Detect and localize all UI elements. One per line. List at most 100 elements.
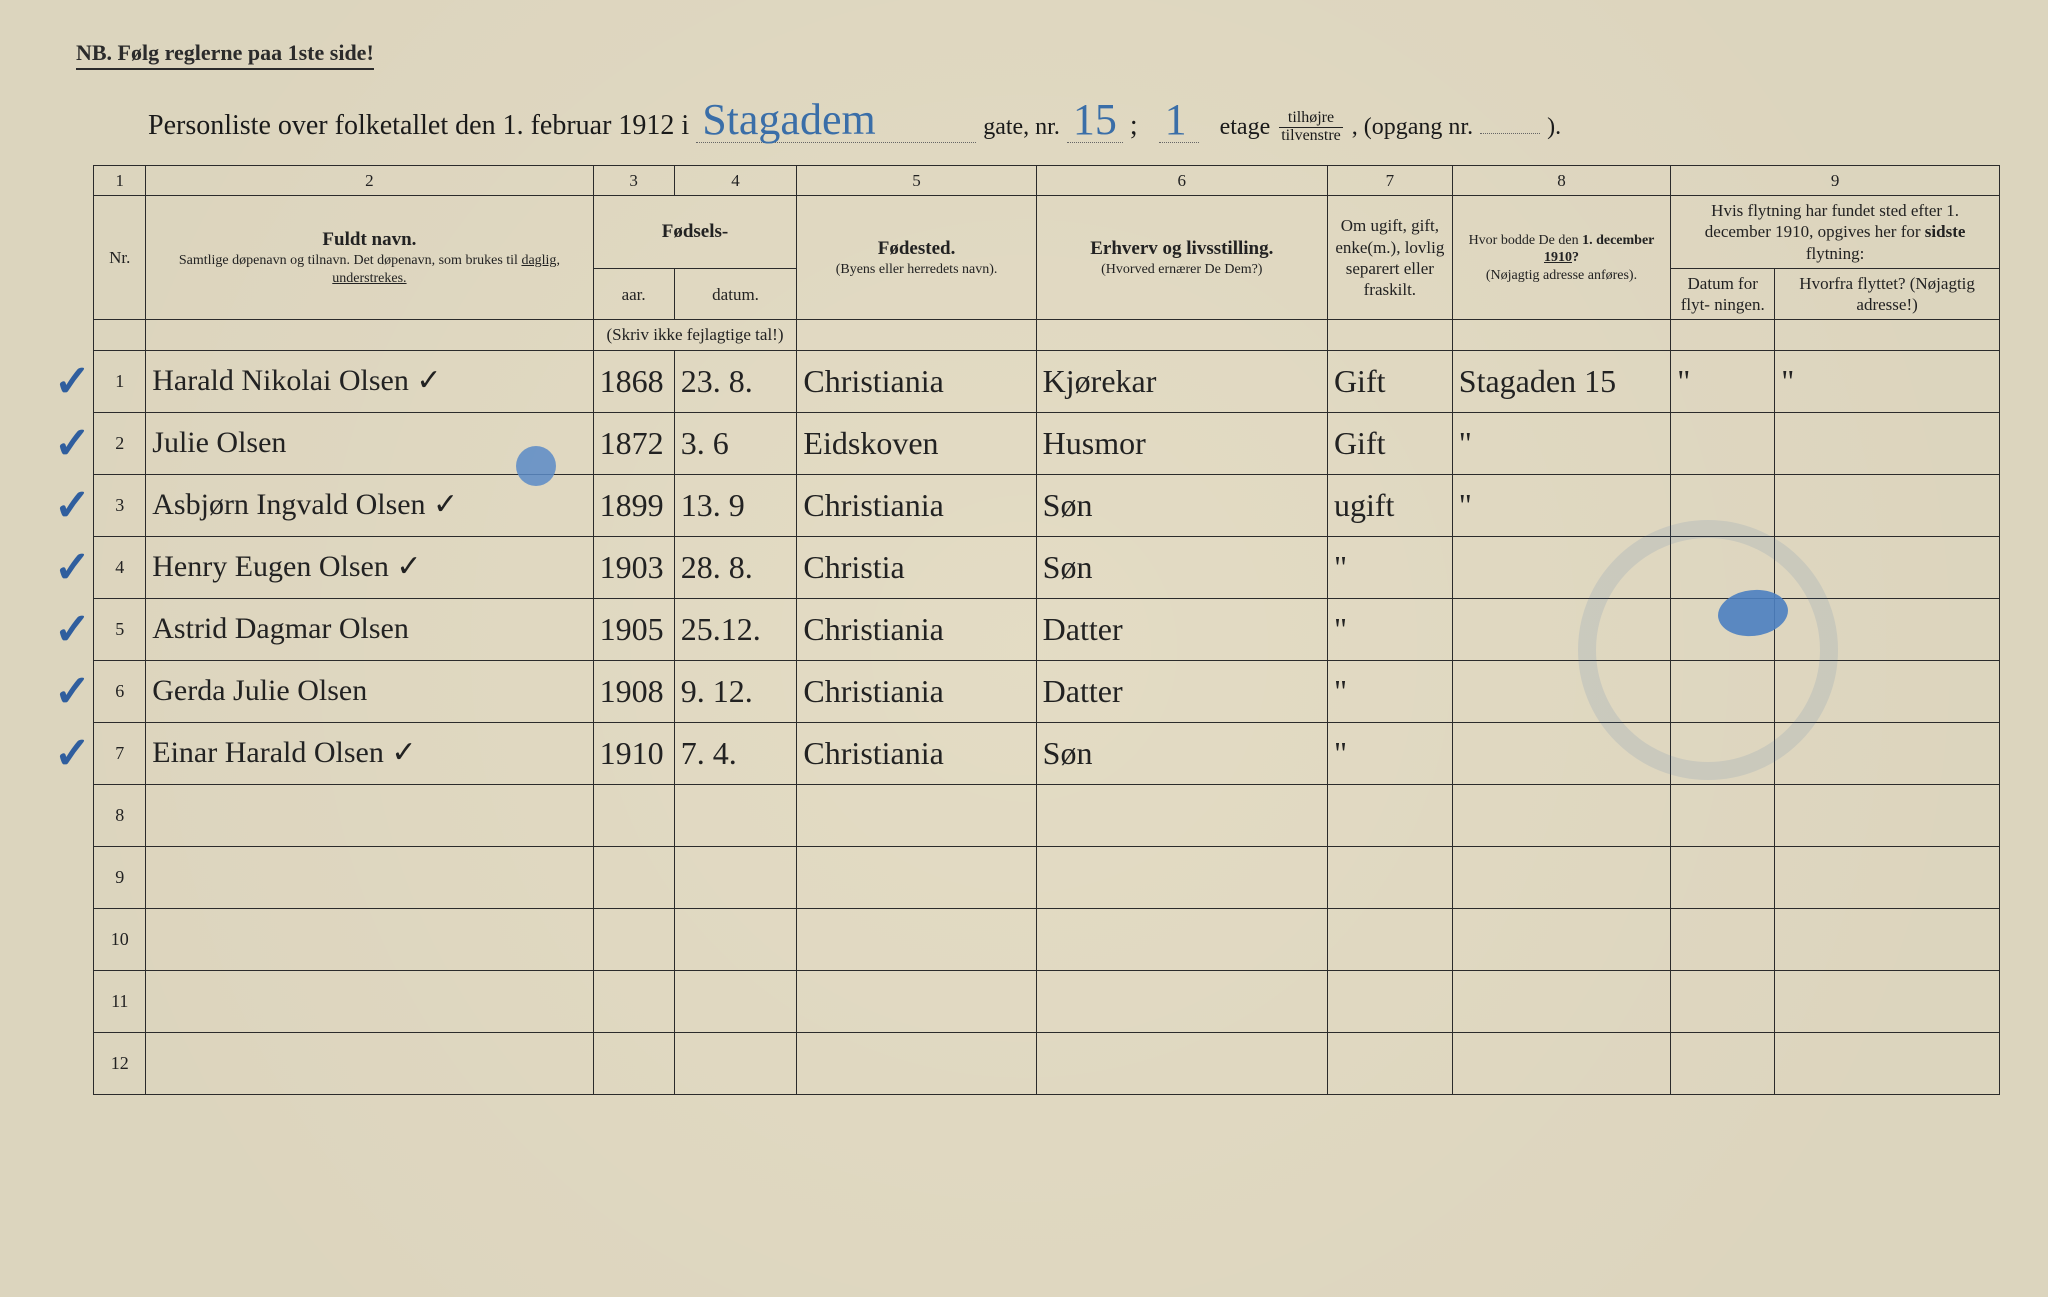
cell-addr: " — [1452, 474, 1670, 536]
cell-place: Christiania — [797, 598, 1036, 660]
cell-name — [146, 908, 593, 970]
cell-move-from — [1775, 784, 2000, 846]
table-row: 9 — [48, 846, 2000, 908]
row-check: ✓ — [48, 660, 94, 722]
cell-move-date — [1671, 536, 1775, 598]
cell-civil: " — [1327, 598, 1452, 660]
cell-move-date — [1671, 846, 1775, 908]
cell-move-date — [1671, 1032, 1775, 1094]
etage-hand: 1 — [1159, 98, 1199, 143]
cell-date: 25.12. — [674, 598, 797, 660]
row-number: 10 — [94, 908, 146, 970]
cell-date: 13. 9 — [674, 474, 797, 536]
table-header: 1 2 3 4 5 6 7 8 9 Nr. Fuldt navn. Samtli… — [48, 165, 2000, 350]
cell-year — [593, 784, 674, 846]
cell-name: Henry Eugen Olsen ✓ — [146, 536, 593, 598]
row-number: 2 — [94, 412, 146, 474]
hdr-move-group: Hvis flytning har fundet sted efter 1. d… — [1671, 196, 2000, 269]
title-prefix: Personliste over folketallet den 1. febr… — [148, 110, 689, 141]
cell-date — [674, 846, 797, 908]
hdr-name-main: Fuldt navn. — [152, 228, 586, 252]
hdr-name-sub: Samtlige døpenavn og tilnavn. Det døpena… — [152, 252, 586, 287]
census-table: 1 2 3 4 5 6 7 8 9 Nr. Fuldt navn. Samtli… — [48, 165, 2000, 1095]
cell-date — [674, 784, 797, 846]
fraction-bot: tilvenstre — [1279, 128, 1343, 145]
cell-place: Christiania — [797, 350, 1036, 412]
cell-year: 1908 — [593, 660, 674, 722]
cell-move-date — [1671, 970, 1775, 1032]
cell-occ — [1036, 908, 1327, 970]
table-body: ✓1Harald Nikolai Olsen ✓186823. 8.Christ… — [48, 350, 2000, 1094]
row-number: 7 — [94, 722, 146, 784]
hdr-occ-sub: (Hvorved ernærer De Dem?) — [1043, 261, 1321, 279]
table-row: ✓7Einar Harald Olsen ✓19107. 4.Christian… — [48, 722, 2000, 784]
opgang-hand — [1480, 133, 1540, 134]
side-fraction: tilhøjre tilvenstre — [1279, 110, 1343, 145]
gate-label: gate, nr. — [983, 114, 1060, 140]
title-line: Personliste over folketallet den 1. febr… — [48, 98, 2000, 145]
cell-date: 3. 6 — [674, 412, 797, 474]
hdr-addr-main: Hvor bodde De den 1. december 1910? — [1459, 232, 1664, 267]
cell-move-from — [1775, 846, 2000, 908]
cell-occ: Søn — [1036, 536, 1327, 598]
hdr-addr-sub: (Nøjagtig adresse anføres). — [1459, 267, 1664, 285]
cell-move-from — [1775, 908, 2000, 970]
cell-addr — [1452, 846, 1670, 908]
cell-occ: Husmor — [1036, 412, 1327, 474]
colnum: 2 — [146, 165, 593, 195]
row-check — [48, 846, 94, 908]
hdr-nr: Nr. — [94, 196, 146, 320]
cell-place: Christiania — [797, 474, 1036, 536]
cell-civil: " — [1327, 536, 1452, 598]
colnum: 3 — [593, 165, 674, 195]
cell-addr — [1452, 660, 1670, 722]
hdr-occ-main: Erhverv og livsstilling. — [1043, 237, 1321, 261]
table-row: ✓1Harald Nikolai Olsen ✓186823. 8.Christ… — [48, 350, 2000, 412]
hdr-birth-group-label: Fødsels- — [600, 220, 791, 244]
cell-place — [797, 784, 1036, 846]
cell-place — [797, 970, 1036, 1032]
row-check: ✓ — [48, 350, 94, 412]
table-row: 8 — [48, 784, 2000, 846]
row-number: 12 — [94, 1032, 146, 1094]
cell-year: 1910 — [593, 722, 674, 784]
cell-move-date — [1671, 474, 1775, 536]
opgang-label: , (opgang nr. — [1352, 114, 1473, 140]
cell-date — [674, 970, 797, 1032]
cell-move-from — [1775, 474, 2000, 536]
cell-occ: Datter — [1036, 660, 1327, 722]
cell-date — [674, 908, 797, 970]
gate-nr-hand: 15 — [1067, 98, 1123, 143]
cell-move-date: " — [1671, 350, 1775, 412]
cell-place — [797, 908, 1036, 970]
row-check: ✓ — [48, 536, 94, 598]
hdr-birth-note: (Skriv ikke fejlagtige tal!) — [593, 320, 797, 350]
row-check — [48, 970, 94, 1032]
cell-move-date — [1671, 660, 1775, 722]
cell-occ: Søn — [1036, 474, 1327, 536]
row-check: ✓ — [48, 598, 94, 660]
table-row: 11 — [48, 970, 2000, 1032]
cell-year: 1899 — [593, 474, 674, 536]
cell-addr — [1452, 1032, 1670, 1094]
cell-move-from — [1775, 598, 2000, 660]
cell-addr: " — [1452, 412, 1670, 474]
cell-occ: Kjørekar — [1036, 350, 1327, 412]
nb-instruction: NB. Følg reglerne paa 1ste side! — [76, 40, 374, 70]
cell-addr — [1452, 784, 1670, 846]
table-row: ✓4Henry Eugen Olsen ✓190328. 8.ChristiaS… — [48, 536, 2000, 598]
census-page: NB. Følg reglerne paa 1ste side! Personl… — [0, 0, 2048, 1297]
cell-date: 9. 12. — [674, 660, 797, 722]
hdr-place-sub: (Byens eller herredets navn). — [803, 261, 1029, 279]
cell-occ — [1036, 970, 1327, 1032]
cell-civil: " — [1327, 660, 1452, 722]
hdr-occ: Erhverv og livsstilling. (Hvorved ernære… — [1036, 196, 1327, 320]
cell-year — [593, 908, 674, 970]
row-number: 3 — [94, 474, 146, 536]
cell-civil — [1327, 908, 1452, 970]
cell-place: Eidskoven — [797, 412, 1036, 474]
table-row: ✓3Asbjørn Ingvald Olsen ✓189913. 9Christ… — [48, 474, 2000, 536]
colnum: 8 — [1452, 165, 1670, 195]
cell-move-from — [1775, 536, 2000, 598]
cell-year: 1868 — [593, 350, 674, 412]
